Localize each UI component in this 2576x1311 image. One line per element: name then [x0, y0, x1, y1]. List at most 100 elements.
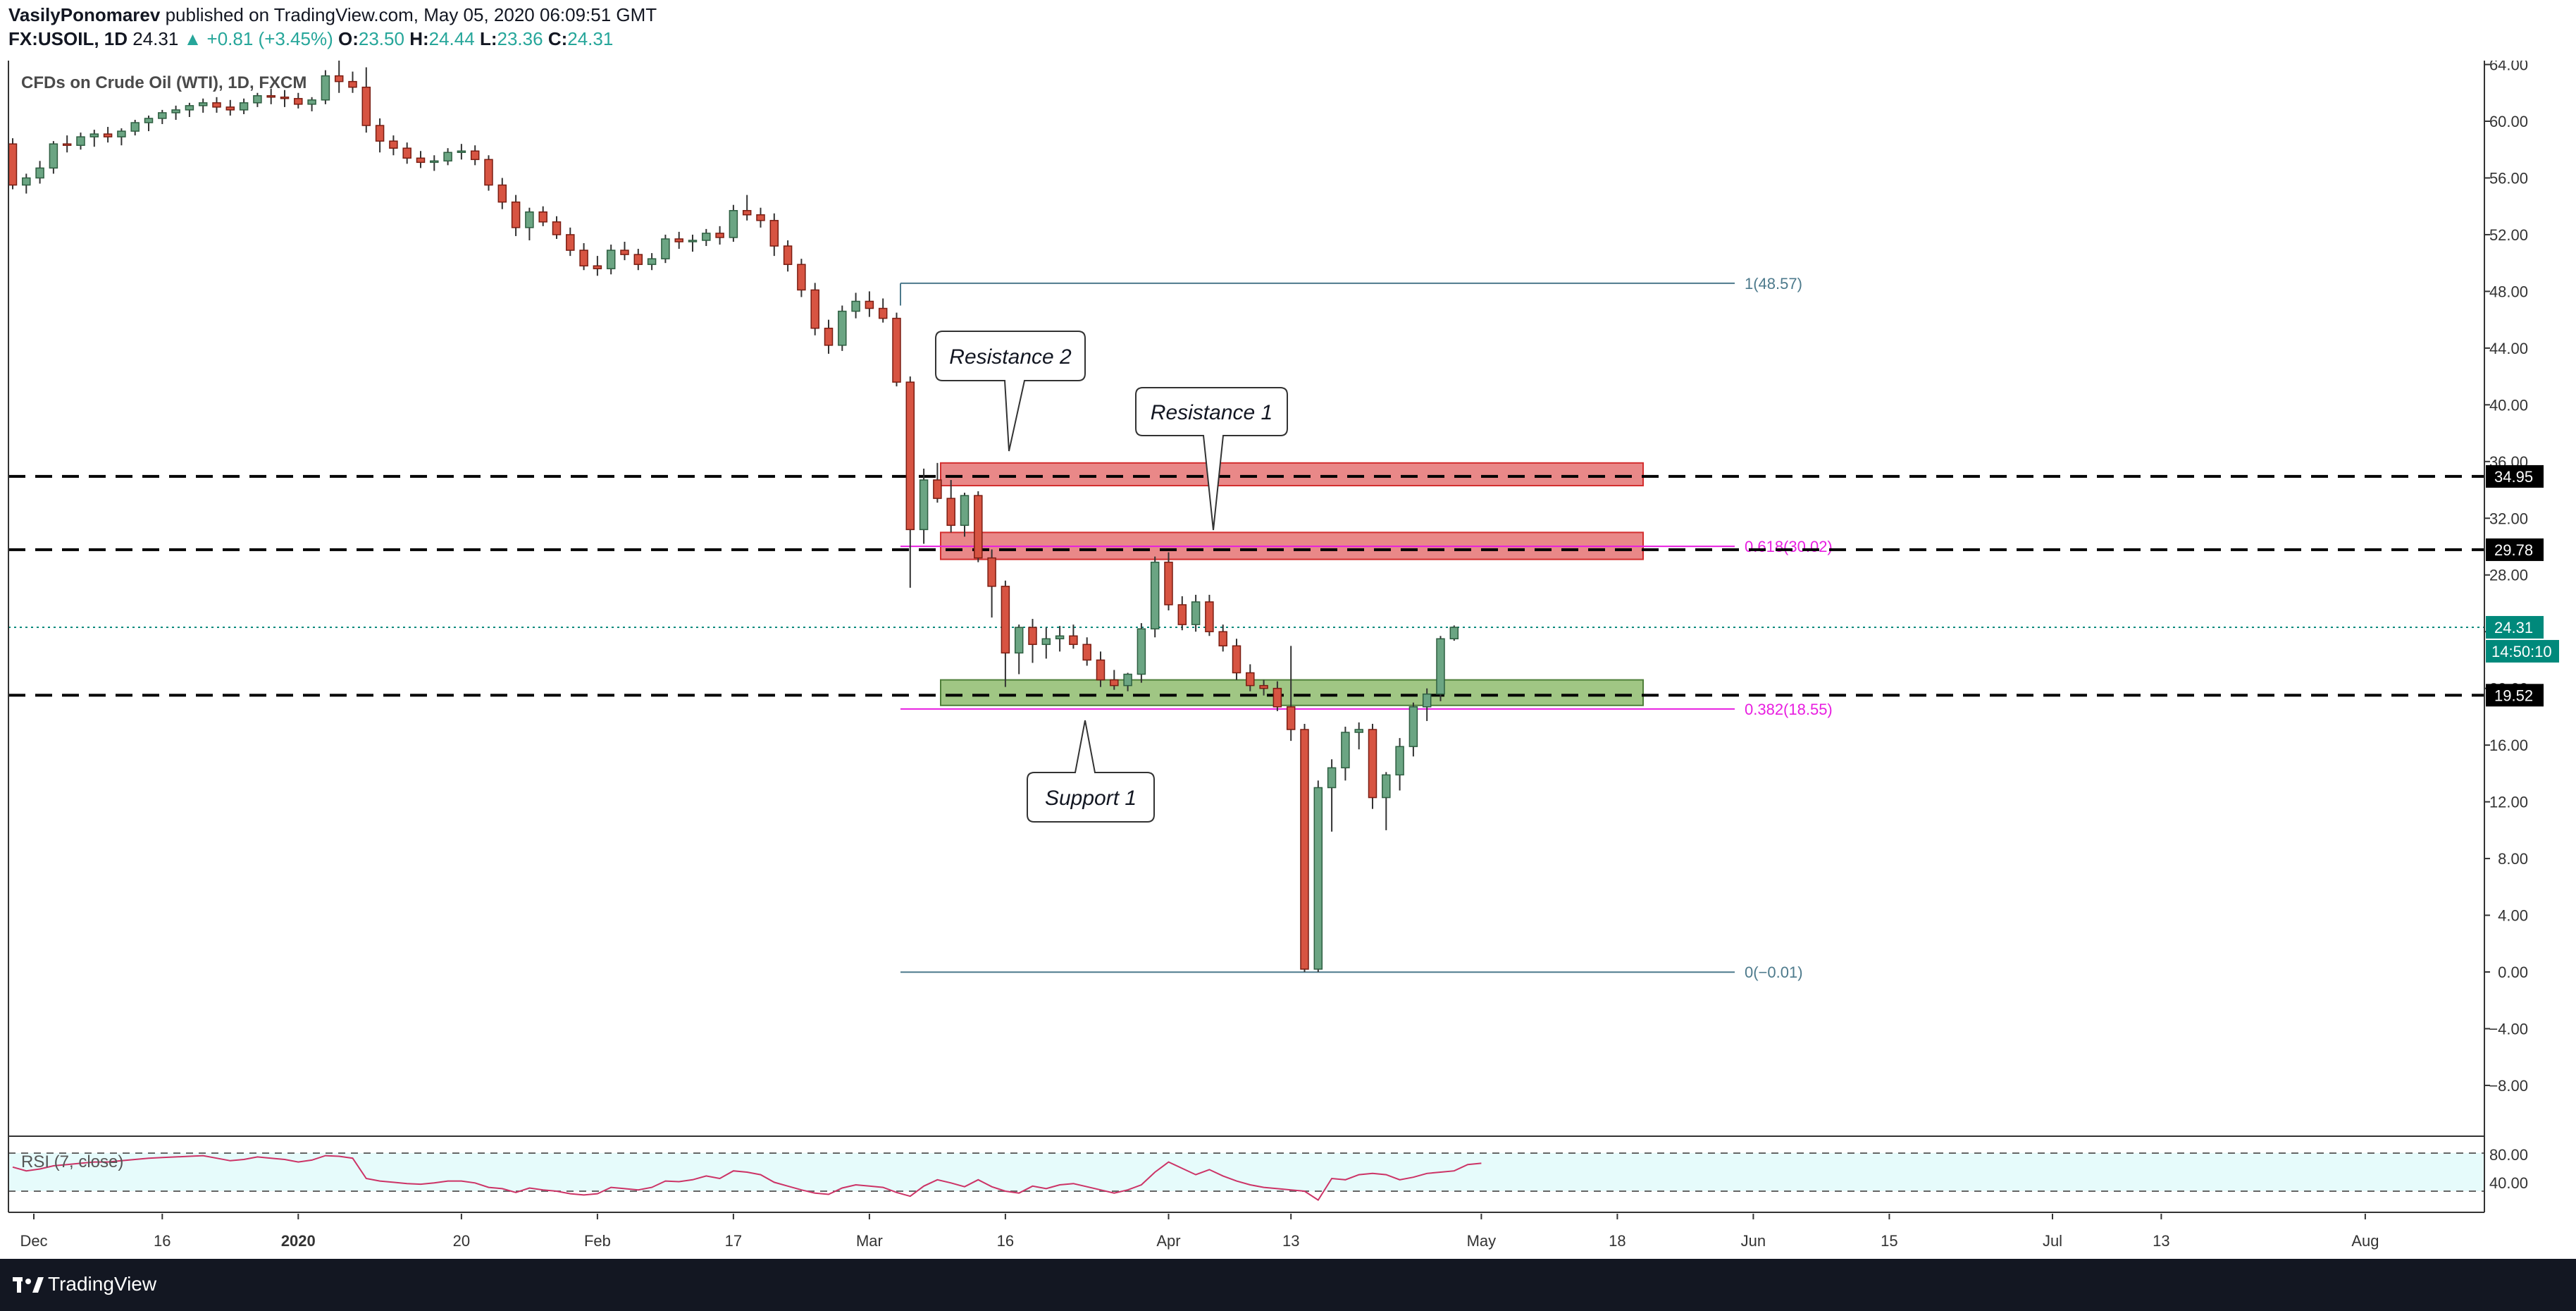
candle-body[interactable] [484, 159, 493, 186]
candle-body[interactable] [1041, 638, 1051, 646]
candle-body[interactable] [688, 240, 698, 242]
candle-body[interactable] [1341, 732, 1350, 769]
candle-body[interactable] [1096, 659, 1106, 681]
candle-body[interactable] [416, 157, 426, 164]
candle-body[interactable] [144, 118, 154, 123]
candle-body[interactable] [865, 300, 874, 309]
candle-body[interactable] [511, 201, 521, 228]
candle-body[interactable] [49, 143, 58, 169]
candle-body[interactable] [375, 125, 385, 142]
candle-body[interactable] [892, 317, 901, 383]
candle-body[interactable] [987, 557, 996, 587]
candle-body[interactable] [702, 233, 711, 241]
candle-body[interactable] [158, 112, 167, 119]
candle-body[interactable] [117, 130, 126, 137]
candle-body[interactable] [1354, 729, 1363, 733]
candle-body[interactable] [633, 254, 643, 265]
candle-body[interactable] [1449, 627, 1459, 640]
candle-body[interactable] [1218, 631, 1227, 647]
candle-body[interactable] [538, 211, 547, 223]
candle-body[interactable] [8, 143, 18, 186]
candle-body[interactable] [497, 184, 507, 203]
candle-body[interactable] [1110, 679, 1119, 687]
candle-body[interactable] [76, 136, 85, 146]
candle-body[interactable] [878, 307, 888, 319]
candle-body[interactable] [905, 381, 915, 531]
candle-body[interactable] [1436, 638, 1445, 695]
candle-body[interactable] [1246, 672, 1255, 687]
candle-body[interactable] [321, 75, 330, 101]
candle-body[interactable] [430, 160, 439, 164]
candle-body[interactable] [1164, 561, 1173, 605]
candle-body[interactable] [647, 258, 657, 265]
candle-body[interactable] [933, 479, 942, 499]
candle-body[interactable] [661, 238, 670, 259]
candle-body[interactable] [457, 150, 466, 154]
candle-body[interactable] [103, 133, 113, 137]
candle-body[interactable] [756, 214, 765, 221]
candle-body[interactable] [1069, 635, 1078, 646]
candle-body[interactable] [1422, 693, 1432, 708]
candle-body[interactable] [1300, 729, 1309, 970]
candle-body[interactable] [130, 122, 140, 132]
price-chart[interactable]: 80.00 40.00 1(48.57) 0.618(30.02) 0.382(18.… [0, 61, 2576, 1259]
candle-body[interactable] [797, 264, 806, 291]
candle-body[interactable] [1232, 645, 1241, 674]
support-1-zone[interactable] [940, 679, 1644, 706]
candle-body[interactable] [1137, 628, 1146, 675]
resistance-1-callout-bubble[interactable] [1135, 387, 1288, 531]
candle-body[interactable] [389, 140, 398, 149]
candle-body[interactable] [253, 95, 262, 104]
candle-body[interactable] [361, 86, 371, 126]
candle-body[interactable] [22, 177, 31, 186]
candle-body[interactable] [1014, 627, 1024, 654]
candle-body[interactable] [1123, 673, 1132, 687]
candle-body[interactable] [960, 495, 970, 527]
candle-body[interactable] [824, 327, 834, 346]
candle-body[interactable] [443, 152, 452, 162]
candle-body[interactable] [239, 102, 249, 111]
candle-body[interactable] [1395, 746, 1404, 776]
candle-body[interactable] [838, 310, 847, 346]
footer-brand[interactable]: TradingView [48, 1273, 157, 1295]
candle-body[interactable] [974, 495, 983, 559]
candle-body[interactable] [62, 143, 72, 146]
candle-body[interactable] [620, 250, 629, 255]
rsi-line[interactable] [12, 1155, 1482, 1201]
candle-body[interactable] [171, 109, 180, 113]
candle-body[interactable] [1177, 604, 1187, 625]
candle-body[interactable] [1368, 729, 1377, 799]
candle-body[interactable] [1191, 601, 1201, 625]
candle-body[interactable] [1327, 767, 1337, 789]
candle-body[interactable] [294, 98, 303, 105]
candle-body[interactable] [566, 234, 575, 251]
candle-body[interactable] [470, 150, 480, 161]
candle-body[interactable] [851, 300, 860, 312]
candle-body[interactable] [1055, 635, 1065, 640]
resistance-2-zone[interactable] [940, 462, 1644, 486]
tradingview-logo-icon[interactable] [13, 1274, 44, 1295]
candle-body[interactable] [1001, 586, 1010, 654]
candle-body[interactable] [1082, 644, 1091, 661]
candle-body[interactable] [729, 209, 738, 238]
candle-body[interactable] [266, 95, 275, 98]
candle-body[interactable] [348, 80, 357, 88]
candle-body[interactable] [1313, 787, 1323, 970]
candle-body[interactable] [1408, 706, 1418, 747]
candle-body[interactable] [35, 167, 44, 179]
candle-body[interactable] [1150, 561, 1160, 629]
candle-body[interactable] [1382, 774, 1391, 799]
candle-body[interactable] [593, 265, 602, 269]
candle-body[interactable] [552, 221, 562, 235]
resistance-2-callout-bubble[interactable] [935, 331, 1086, 452]
candle-body[interactable] [742, 209, 752, 216]
candle-body[interactable] [769, 220, 779, 247]
candle-body[interactable] [402, 147, 411, 159]
candle-body[interactable] [783, 245, 793, 265]
candle-body[interactable] [715, 233, 724, 238]
candle-body[interactable] [946, 498, 955, 527]
candle-body[interactable] [674, 238, 683, 242]
candle-body[interactable] [89, 133, 99, 137]
candle-body[interactable] [1259, 684, 1268, 689]
author-name[interactable]: VasilyPonomarev [8, 4, 161, 25]
